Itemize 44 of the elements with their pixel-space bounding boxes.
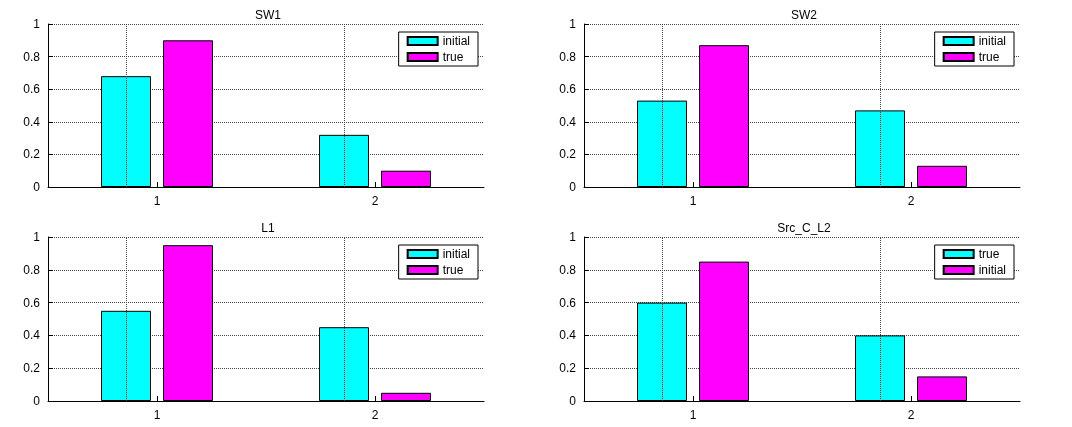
chart-title: L1 [261, 221, 275, 235]
legend-label: true [442, 263, 464, 277]
chart-title: Src_C_L2 [777, 221, 831, 235]
y-tick-label: 0.8 [23, 49, 41, 64]
legend-label: initial [442, 247, 471, 261]
y-tick-label: 0.4 [23, 328, 41, 343]
y-tick-label: 1 [569, 230, 577, 244]
y-tick-label: 0 [569, 180, 577, 194]
y-tick-label: 0.2 [23, 147, 41, 162]
y-tick-label: 0.4 [559, 114, 577, 129]
y-tick-label: 0.2 [23, 361, 41, 376]
x-tick-label: 1 [689, 194, 697, 208]
legend-label: true [442, 50, 464, 64]
y-tick-label: 0 [33, 180, 41, 194]
y-tick-label: 0.8 [23, 262, 41, 277]
x-tick-label: 2 [907, 408, 915, 422]
y-tick-label: 0.6 [23, 295, 41, 310]
chart-title: SW1 [254, 8, 282, 22]
x-tick-label: 1 [153, 194, 161, 208]
y-tick-label: 0 [33, 394, 41, 408]
x-tick-label: 1 [153, 408, 161, 422]
y-tick-label: 0.6 [559, 82, 577, 97]
y-tick-label: 0.6 [559, 295, 577, 310]
chart-title: SW2 [790, 8, 818, 22]
legend-label: initial [978, 263, 1007, 277]
y-tick-label: 0.4 [559, 328, 577, 343]
x-tick-label: 1 [689, 408, 697, 422]
y-tick-label: 0.2 [559, 147, 577, 162]
y-tick-label: 1 [33, 17, 41, 31]
y-tick-label: 0.4 [23, 114, 41, 129]
y-tick-label: 0.2 [559, 361, 577, 376]
legend-label: initial [442, 34, 471, 48]
y-tick-label: 0.6 [23, 82, 41, 97]
y-tick-label: 0.8 [559, 49, 577, 64]
x-tick-label: 2 [907, 194, 915, 208]
x-tick-label: 2 [371, 408, 379, 422]
legend-label: true [978, 247, 1000, 261]
y-tick-label: 1 [33, 230, 41, 244]
legend-label: initial [978, 34, 1007, 48]
y-tick-label: 1 [569, 17, 577, 31]
x-tick-label: 2 [371, 194, 379, 208]
legend-label: true [978, 50, 1000, 64]
y-tick-label: 0 [569, 394, 577, 408]
y-tick-label: 0.8 [559, 262, 577, 277]
